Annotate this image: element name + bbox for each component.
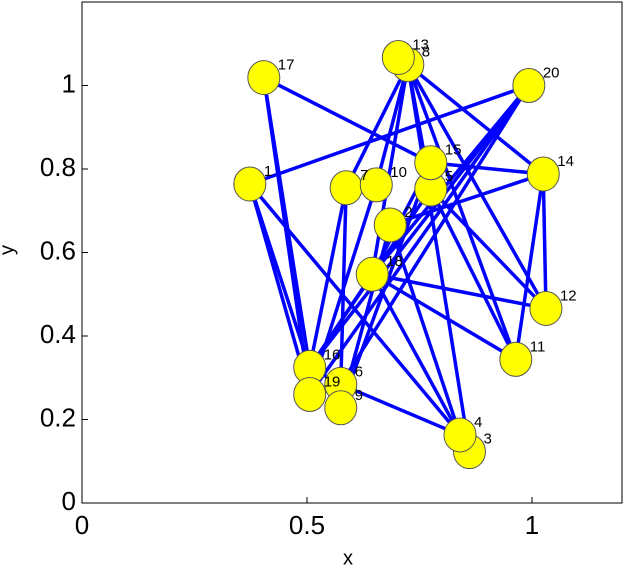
y-tick-label: 0.8 (40, 152, 76, 182)
edge (344, 63, 410, 189)
edge (307, 187, 348, 368)
edge (406, 64, 472, 452)
node (233, 166, 267, 202)
node-label: 1 (264, 163, 272, 180)
edge (370, 84, 531, 276)
node (499, 341, 533, 377)
edge (370, 273, 462, 436)
node-label: 17 (278, 57, 295, 74)
node-label: 4 (474, 414, 482, 431)
edge (514, 173, 545, 360)
node-label: 18 (386, 253, 403, 270)
edge (429, 188, 518, 361)
edge (308, 84, 531, 369)
x-axis-label: x (343, 547, 353, 568)
node-label: 5 (445, 168, 453, 185)
node-label: 7 (360, 167, 368, 184)
node-label: 6 (355, 363, 363, 380)
edge (370, 64, 410, 275)
node (381, 40, 415, 76)
node-label: 15 (445, 142, 462, 159)
node (329, 170, 363, 206)
y-tick-label: 0.2 (40, 402, 76, 432)
edge (430, 160, 544, 176)
node-label: 14 (557, 153, 574, 170)
edge (406, 64, 518, 360)
edge (389, 172, 544, 227)
x-tick-label: 0 (75, 510, 89, 540)
node-label: 13 (412, 36, 429, 53)
node-label: 16 (324, 346, 341, 363)
edge (371, 272, 517, 361)
y-tick-label: 0.6 (40, 235, 76, 265)
edge (339, 84, 531, 386)
node (526, 156, 560, 192)
y-tick-label: 0.4 (40, 319, 76, 349)
node-label: 9 (355, 387, 363, 404)
node-label: 12 (560, 287, 577, 304)
node (443, 417, 477, 453)
edge (308, 273, 374, 369)
edge (541, 173, 548, 309)
edge (263, 76, 432, 165)
node (512, 68, 546, 103)
node (355, 256, 389, 292)
node-label: 2 (404, 204, 412, 221)
edge (429, 187, 548, 310)
node-label: 3 (483, 431, 491, 448)
edge (339, 162, 433, 409)
node-label: 8 (422, 44, 430, 61)
edge (371, 272, 547, 311)
node (529, 290, 563, 326)
node (414, 145, 448, 181)
y-tick-label: 0 (62, 486, 76, 516)
node-label: 19 (324, 373, 341, 390)
edge (308, 84, 531, 396)
node (293, 376, 327, 412)
x-tick-label: 1 (525, 510, 539, 540)
node (247, 60, 281, 96)
edge (340, 382, 461, 437)
y-axis-label: y (0, 245, 18, 255)
edge (406, 63, 545, 176)
y-tick-label: 1 (62, 68, 76, 98)
edge (374, 64, 410, 186)
node-label: 11 (530, 338, 546, 355)
node (373, 207, 407, 243)
node-label: 10 (390, 164, 407, 181)
node (324, 390, 358, 426)
x-tick-label: 0.5 (289, 510, 325, 540)
node-label: 20 (543, 64, 560, 81)
edge (388, 224, 462, 436)
edge (406, 63, 548, 310)
node (359, 167, 393, 203)
